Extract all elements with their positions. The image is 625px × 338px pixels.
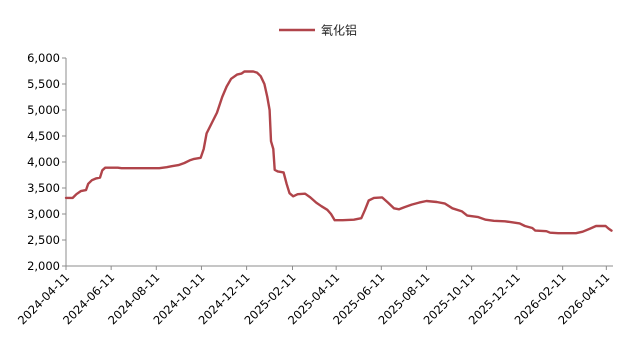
x-axis-ticks: 2024-04-112024-06-112024-08-112024-10-11… (15, 266, 612, 327)
legend-label: 氧化铝 (321, 23, 357, 38)
series-line-alumina (64, 70, 613, 235)
y-tick-label: 2,500 (27, 233, 60, 247)
legend: 氧化铝 (279, 23, 357, 38)
y-tick-label: 5,000 (27, 103, 60, 117)
y-tick-label: 5,500 (27, 77, 60, 91)
y-axis-ticks: 2,000 2,500 3,000 3,500 4,000 4,500 5,000 5,500… (27, 51, 66, 273)
y-tick-label: 4,500 (27, 129, 60, 143)
y-tick-label: 3,000 (27, 207, 60, 221)
y-tick-label: 2,000 (27, 259, 60, 273)
y-tick-label: 4,000 (27, 155, 60, 169)
axes (65, 58, 613, 267)
y-tick-label: 6,000 (27, 51, 60, 65)
y-tick-label: 3,500 (27, 181, 60, 195)
